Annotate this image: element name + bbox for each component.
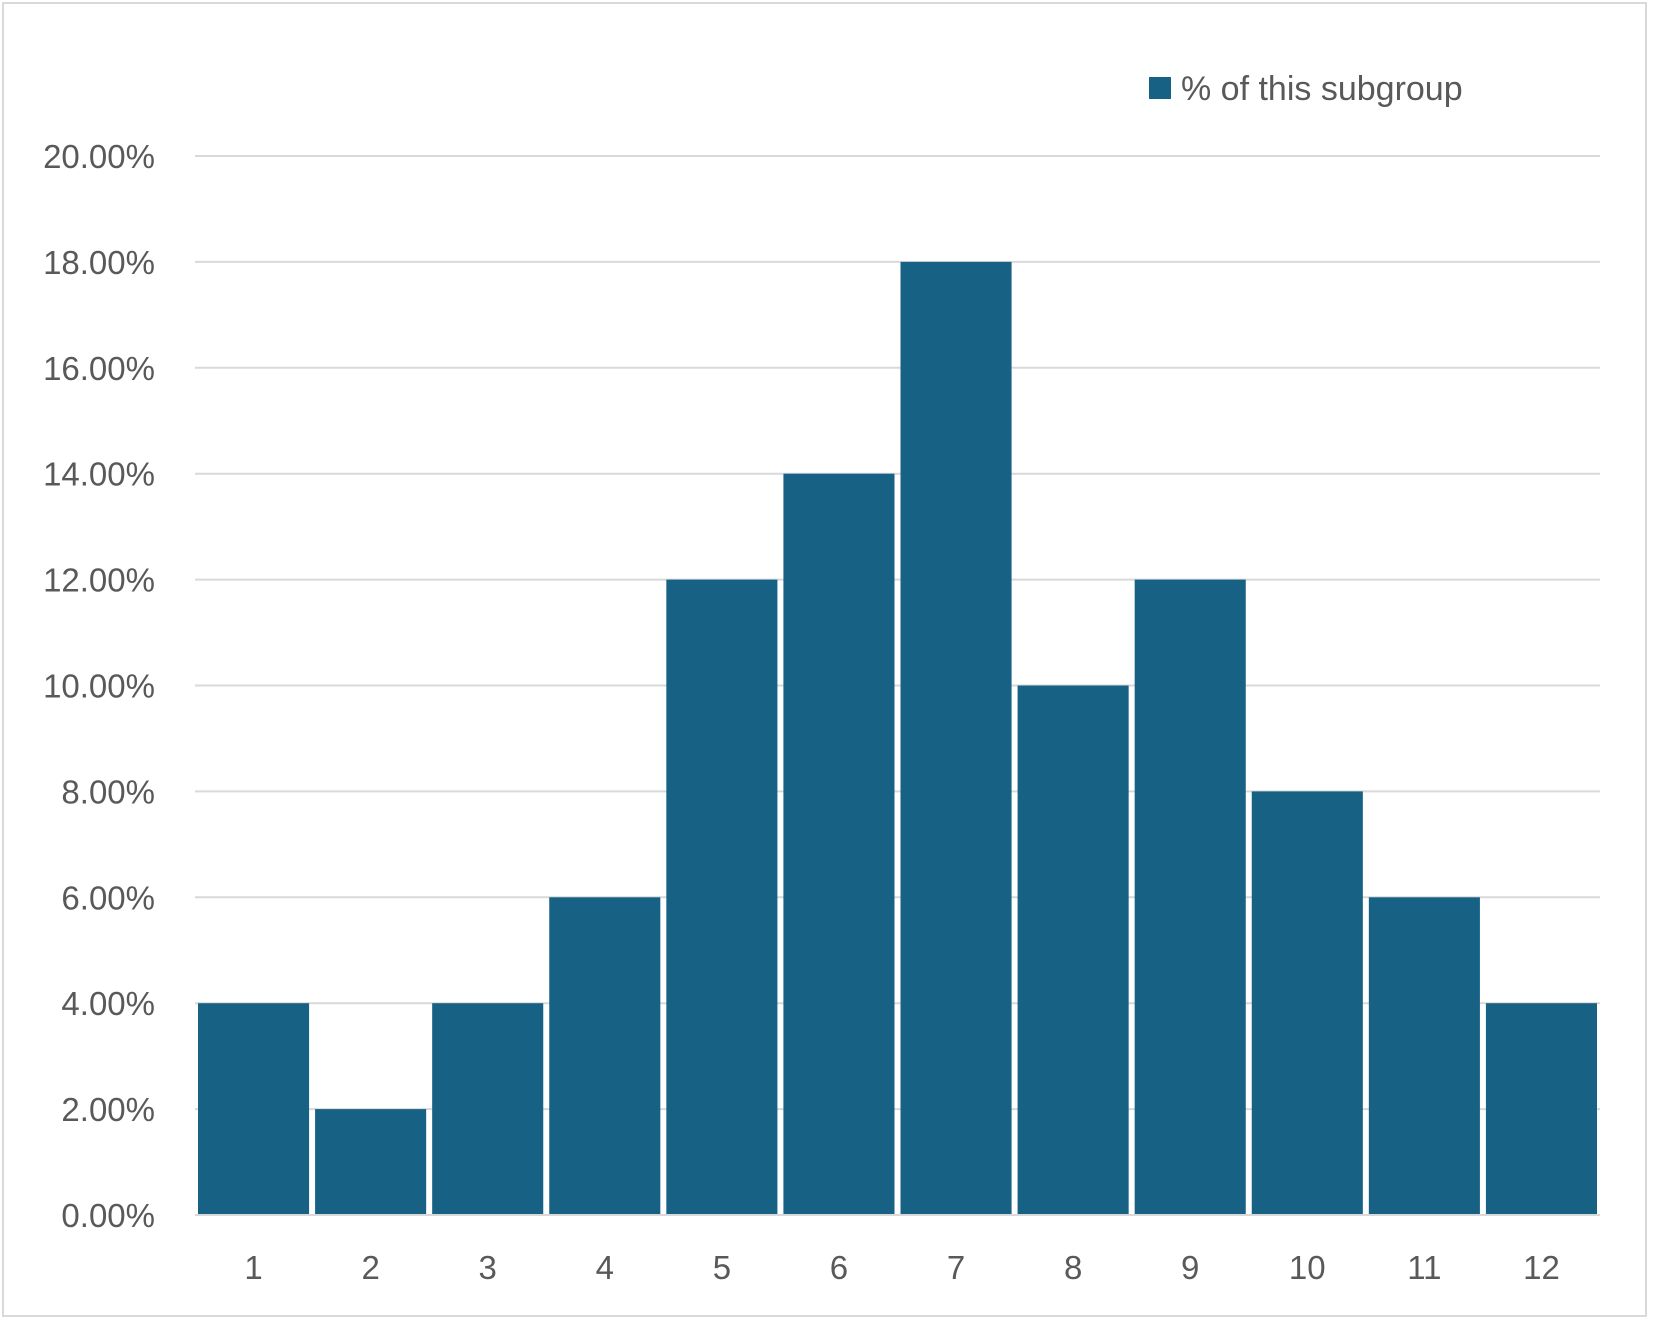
x-tick-label: 10 [1289,1249,1326,1286]
x-tick-label: 12 [1523,1249,1560,1286]
bar-7 [900,261,1012,1215]
bar-6 [783,473,895,1215]
bar-5 [666,579,778,1215]
x-tick-label: 8 [1064,1249,1082,1286]
x-tick-label: 7 [947,1249,965,1286]
bar-3 [432,1003,544,1215]
bar-12 [1485,1003,1597,1215]
bar-1 [198,1003,310,1215]
x-tick-label: 4 [596,1249,614,1286]
y-tick-label: 6.00% [61,879,155,916]
bar-11 [1368,897,1480,1215]
bar-2 [315,1109,427,1215]
y-tick-label: 4.00% [61,985,155,1022]
y-tick-label: 14.00% [43,456,155,493]
bar-10 [1251,791,1363,1215]
gridlines [195,155,1600,1111]
y-tick-label: 20.00% [43,138,155,175]
y-tick-label: 10.00% [43,668,155,705]
x-tick-label: 11 [1407,1249,1441,1286]
x-tick-label: 3 [479,1249,497,1286]
x-tick-label: 9 [1181,1249,1199,1286]
legend-label: % of this subgroup [1181,70,1463,108]
x-tick-label: 5 [713,1249,731,1286]
y-tick-label: 16.00% [43,350,155,387]
y-tick-label: 18.00% [43,244,155,281]
x-tick-label: 1 [244,1249,262,1286]
x-tick-label: 2 [361,1249,379,1286]
bar-8 [1017,685,1129,1215]
x-tick-label: 6 [830,1249,848,1286]
y-axis-tick-labels: 0.00% 2.00% 4.00% 6.00% 8.00% 10.00% 12.00% 14.… [43,138,155,1234]
y-tick-label: 2.00% [61,1091,155,1128]
bar-4 [549,897,661,1215]
legend: % of this subgroup [1149,70,1463,108]
legend-swatch [1149,77,1171,99]
y-tick-label: 8.00% [61,773,155,810]
x-axis-tick-labels: 1 2 3 4 5 6 7 8 9 10 11 12 [244,1249,1559,1286]
y-tick-label: 12.00% [43,562,155,599]
bars [198,261,1597,1215]
bar-9 [1134,579,1246,1215]
y-tick-label: 0.00% [61,1197,155,1234]
